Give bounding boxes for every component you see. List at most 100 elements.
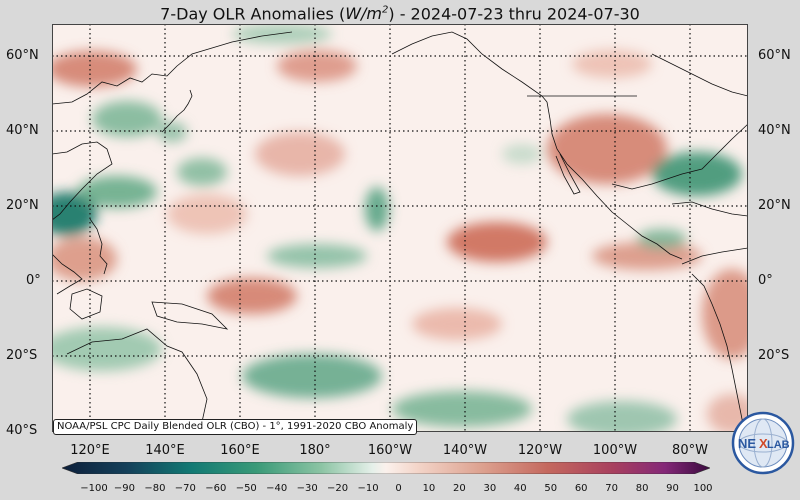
negative-anomaly-patch <box>52 327 162 371</box>
positive-anomaly-patch <box>702 269 748 359</box>
lon-label: 180° <box>299 443 331 458</box>
map-title: 7-Day OLR Anomalies (W/m2) - 2024-07-23 … <box>0 0 800 24</box>
title-suffix: ) - 2024-07-23 thru 2024-07-30 <box>388 4 640 24</box>
lon-label: 80°W <box>672 443 708 458</box>
colorbar-tick-label: −30 <box>296 483 318 494</box>
negative-anomaly-patch <box>177 158 227 186</box>
negative-anomaly-patch <box>52 192 97 236</box>
baja-coastline <box>555 153 581 195</box>
positive-anomaly-patch <box>547 114 667 184</box>
colorbar-bar <box>62 462 710 474</box>
colorbar-tick-label: 20 <box>453 483 466 494</box>
lon-label: 120°E <box>70 443 110 458</box>
positive-anomaly-patch <box>277 50 357 82</box>
lon-label: 140°W <box>442 443 488 458</box>
negative-anomaly-patch <box>392 391 532 427</box>
lon-label: 120°W <box>517 443 563 458</box>
positive-anomaly-patch <box>52 51 137 87</box>
title-unit: W/m2 <box>345 4 388 23</box>
title-unit-base: W/m <box>345 4 382 24</box>
logo-x: X <box>759 436 768 451</box>
negative-anomaly-patch <box>232 24 332 44</box>
japan-coastline <box>161 89 193 133</box>
positive-anomaly-patch <box>707 394 748 432</box>
anomaly-field <box>52 24 748 432</box>
lat-label-right: 60°N <box>758 48 791 63</box>
caribbean-coastline <box>671 201 748 217</box>
title-unit-exponent: 2 <box>381 5 389 16</box>
borneo-coastline <box>69 288 103 320</box>
colorbar-tick-label: −50 <box>235 483 257 494</box>
negative-anomaly-patch <box>652 152 742 196</box>
positive-anomaly-patch <box>167 194 247 234</box>
colorbar-tick-label: 0 <box>395 483 402 494</box>
positive-anomaly-patch <box>447 222 547 262</box>
olr-anomaly-map <box>52 24 748 432</box>
colorbar-tick-label: 90 <box>666 483 679 494</box>
negative-anomaly-patch <box>365 187 389 231</box>
lat-label-left: 60°N <box>6 48 39 63</box>
alaska-coastline <box>391 31 548 103</box>
south-america-north-coastline <box>681 247 748 265</box>
positive-anomaly-patch <box>412 308 502 340</box>
logo-text-ne: NE <box>738 436 756 451</box>
lon-label: 160°E <box>220 443 260 458</box>
colorbar-tick-label: 10 <box>422 483 436 494</box>
north-america-west-coastline <box>546 101 683 260</box>
lon-label: 100°W <box>592 443 638 458</box>
lat-label-left: 20°N <box>6 198 39 213</box>
graticule <box>52 24 748 432</box>
lat-label-left: 0° <box>26 273 41 288</box>
indochina-coastline <box>52 253 83 295</box>
colorbar <box>62 462 710 474</box>
colorbar-tick-label: 50 <box>544 483 558 494</box>
colorbar-tick-label: 60 <box>574 483 588 494</box>
negative-anomaly-patch <box>157 122 187 142</box>
coastlines <box>52 31 748 432</box>
colorbar-tick-label: −40 <box>266 483 288 494</box>
lon-label: 140°E <box>145 443 185 458</box>
lat-label-right: 0° <box>758 273 773 288</box>
negative-anomaly-patch <box>242 354 382 398</box>
negative-anomaly-patch <box>567 401 677 432</box>
lat-label-left: 40°N <box>6 123 39 138</box>
canada-coastline <box>651 53 748 97</box>
lat-label-right: 20°S <box>758 348 790 363</box>
negative-anomaly-patch <box>267 244 367 268</box>
colorbar-tick-label: −20 <box>327 483 349 494</box>
negative-anomaly-patch <box>92 101 162 137</box>
logo-text-lab: LAB <box>767 439 790 451</box>
colorbar-tick-label: −90 <box>113 483 135 494</box>
positive-anomaly-patch <box>255 132 345 176</box>
philippines-coastline <box>89 218 108 275</box>
positive-anomaly-patch <box>207 278 297 314</box>
lat-label-left: 20°S <box>6 348 38 363</box>
colorbar-tick-label: −100 <box>80 483 108 494</box>
australia-coastline <box>66 328 208 432</box>
colorbar-tick-label: 100 <box>693 483 713 494</box>
south-america-coastline <box>691 273 746 432</box>
colorbar-tick-label: 30 <box>483 483 497 494</box>
lat-label-right: 20°N <box>758 198 791 213</box>
data-source-credit: NOAA/PSL CPC Daily Blended OLR (CBO) - 1… <box>53 419 418 435</box>
negative-anomaly-patch <box>502 144 542 164</box>
positive-anomaly-patch <box>572 50 652 78</box>
colorbar-tick-label: 70 <box>605 483 619 494</box>
lat-label-left: 40°S <box>6 423 38 438</box>
negative-anomaly-patch <box>77 176 157 208</box>
asia-coastline <box>52 31 293 105</box>
colorbar-tick-label: 80 <box>635 483 649 494</box>
positive-anomaly-patch <box>592 242 702 270</box>
new-guinea-coastline <box>151 301 229 330</box>
lat-label-right: 40°N <box>758 123 791 138</box>
us-gulf-coastline <box>611 123 748 190</box>
map-background <box>52 24 748 432</box>
positive-anomaly-patch <box>52 237 117 281</box>
lon-label: 160°W <box>367 443 413 458</box>
nexlab-logo-icon: NE X LAB <box>731 411 795 475</box>
colorbar-tick-label: −60 <box>205 483 227 494</box>
colorbar-tick-label: −70 <box>174 483 196 494</box>
colorbar-tick-label: −10 <box>357 483 379 494</box>
negative-anomaly-patch <box>637 229 687 249</box>
title-prefix: 7-Day OLR Anomalies ( <box>160 4 346 24</box>
